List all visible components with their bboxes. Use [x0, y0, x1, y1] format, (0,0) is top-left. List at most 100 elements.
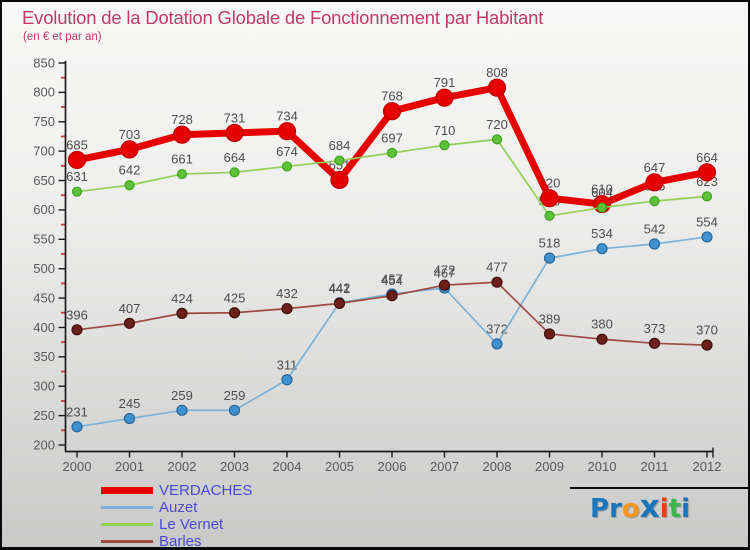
svg-text:454: 454: [381, 273, 403, 288]
svg-text:2010: 2010: [588, 459, 617, 474]
legend-label-le-vernet: Le Vernet: [159, 516, 224, 533]
svg-text:2000: 2000: [63, 459, 92, 474]
svg-text:518: 518: [539, 236, 561, 251]
svg-text:642: 642: [119, 163, 141, 178]
svg-text:2004: 2004: [273, 459, 302, 474]
svg-text:650: 650: [33, 173, 55, 188]
svg-text:396: 396: [66, 307, 88, 322]
legend-item-barles: Barles: [101, 533, 252, 550]
svg-text:710: 710: [434, 123, 456, 138]
legend-label-auzet: Auzet: [159, 499, 198, 516]
svg-text:400: 400: [33, 320, 55, 335]
svg-text:432: 432: [276, 286, 298, 301]
svg-text:550: 550: [33, 232, 55, 247]
svg-text:450: 450: [33, 290, 55, 305]
svg-text:808: 808: [486, 65, 508, 80]
svg-text:700: 700: [33, 143, 55, 158]
logo-letter: x: [639, 489, 660, 525]
svg-text:457: 457: [381, 271, 403, 286]
svg-text:685: 685: [66, 137, 88, 152]
logo-letter: t: [668, 494, 682, 524]
svg-text:373: 373: [644, 321, 666, 336]
legend-label-barles: Barles: [159, 533, 202, 550]
chart-title: Evolution de la Dotation Globale de Fonc…: [22, 7, 544, 28]
svg-text:389: 389: [539, 311, 561, 326]
svg-text:245: 245: [119, 396, 141, 411]
svg-text:674: 674: [276, 144, 298, 159]
svg-text:631: 631: [66, 169, 88, 184]
svg-text:850: 850: [33, 55, 55, 70]
svg-text:372: 372: [486, 321, 508, 336]
svg-text:259: 259: [224, 388, 246, 403]
legend-swatch-verdaches: [101, 487, 153, 494]
svg-text:300: 300: [33, 379, 55, 394]
svg-text:380: 380: [591, 317, 613, 332]
svg-text:2003: 2003: [220, 459, 249, 474]
svg-text:407: 407: [119, 301, 141, 316]
svg-text:604: 604: [591, 185, 613, 200]
svg-text:311: 311: [277, 357, 298, 372]
logo-letter: i: [681, 494, 691, 524]
svg-text:259: 259: [171, 388, 193, 403]
svg-text:2001: 2001: [115, 459, 144, 474]
svg-text:697: 697: [381, 130, 403, 145]
svg-text:647: 647: [644, 160, 666, 175]
svg-text:554: 554: [696, 214, 718, 229]
svg-text:791: 791: [434, 75, 456, 90]
svg-text:425: 425: [224, 290, 246, 305]
svg-text:500: 500: [33, 261, 55, 276]
svg-text:768: 768: [381, 89, 403, 104]
svg-text:731: 731: [224, 110, 246, 125]
legend-item-le-vernet: Le Vernet: [101, 516, 252, 533]
svg-text:231: 231: [66, 404, 88, 419]
svg-text:200: 200: [33, 437, 55, 452]
legend: VERDACHES Auzet Le Vernet Barles: [101, 482, 252, 550]
logo-letter: r: [609, 494, 622, 524]
chart-subtitle: (en € et par an): [23, 31, 102, 43]
legend-swatch-auzet: [101, 506, 153, 509]
svg-text:2007: 2007: [430, 459, 459, 474]
legend-label-verdaches: VERDACHES: [159, 482, 253, 499]
svg-text:664: 664: [224, 150, 246, 165]
svg-text:750: 750: [33, 114, 55, 129]
logo-divider: [570, 487, 748, 489]
svg-text:2006: 2006: [378, 459, 407, 474]
svg-text:442: 442: [329, 280, 351, 295]
svg-text:600: 600: [33, 202, 55, 217]
svg-text:610: 610: [591, 182, 613, 197]
svg-text:703: 703: [119, 127, 141, 142]
svg-text:477: 477: [486, 260, 508, 275]
svg-text:800: 800: [33, 85, 55, 100]
svg-text:734: 734: [276, 109, 298, 124]
legend-item-auzet: Auzet: [101, 499, 252, 516]
legend-swatch-barles: [101, 540, 153, 543]
svg-text:250: 250: [33, 408, 55, 423]
svg-text:424: 424: [171, 291, 193, 306]
svg-text:2011: 2011: [641, 459, 669, 474]
svg-text:370: 370: [696, 323, 718, 338]
legend-item-verdaches: VERDACHES: [101, 482, 252, 499]
logo-letter: o: [621, 494, 640, 524]
legend-swatch-le-vernet: [101, 523, 153, 526]
svg-text:661: 661: [171, 152, 193, 167]
proxiti-logo[interactable]: P r o x i t i: [590, 489, 690, 526]
logo-letter: i: [659, 494, 669, 524]
svg-text:542: 542: [644, 222, 666, 237]
svg-text:534: 534: [591, 226, 613, 241]
svg-text:2012: 2012: [693, 459, 722, 474]
svg-text:720: 720: [486, 117, 508, 132]
svg-text:2008: 2008: [483, 459, 512, 474]
logo-letter: P: [590, 494, 610, 524]
svg-text:684: 684: [329, 138, 351, 153]
svg-text:441: 441: [329, 281, 351, 296]
svg-text:350: 350: [33, 349, 55, 364]
svg-text:467: 467: [434, 266, 456, 281]
svg-text:2005: 2005: [325, 459, 354, 474]
svg-text:472: 472: [434, 263, 456, 278]
svg-text:728: 728: [171, 112, 193, 127]
svg-text:664: 664: [696, 150, 718, 165]
svg-text:2009: 2009: [535, 459, 564, 474]
svg-text:2002: 2002: [168, 459, 197, 474]
